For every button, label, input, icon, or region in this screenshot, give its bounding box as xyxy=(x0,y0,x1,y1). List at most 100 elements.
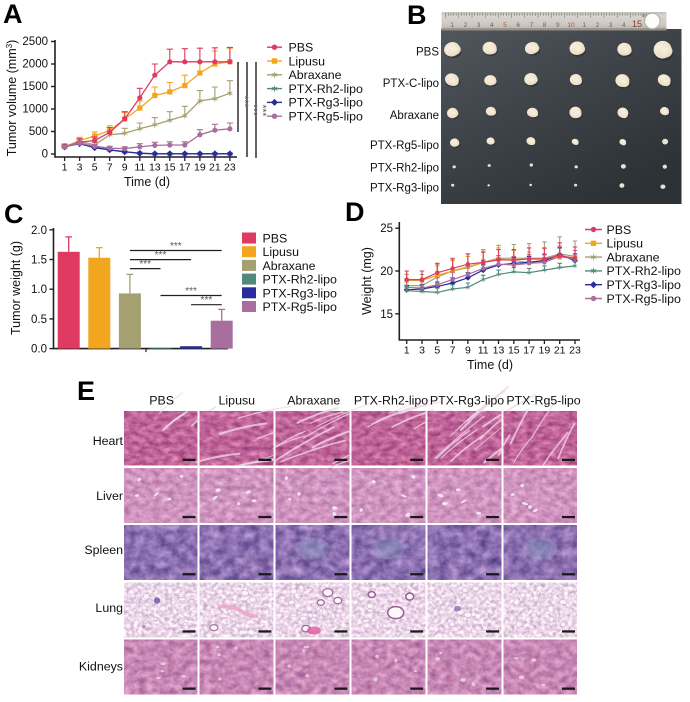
svg-text:Abraxane: Abraxane xyxy=(390,110,439,122)
svg-text:9: 9 xyxy=(465,345,471,357)
svg-text:***: *** xyxy=(239,96,250,108)
svg-text:1500: 1500 xyxy=(22,81,48,93)
svg-text:PBS: PBS xyxy=(263,232,288,246)
svg-text:15: 15 xyxy=(632,19,642,29)
svg-text:Time (d): Time (d) xyxy=(124,175,170,189)
svg-text:PTX-Rh2-lipo: PTX-Rh2-lipo xyxy=(370,163,439,175)
svg-text:PTX-Rg3-lipo: PTX-Rg3-lipo xyxy=(263,286,337,300)
svg-text:19: 19 xyxy=(539,345,551,357)
svg-text:Kidneys: Kidneys xyxy=(79,660,123,674)
svg-text:PBS: PBS xyxy=(149,394,174,408)
svg-text:23: 23 xyxy=(224,162,236,174)
svg-text:Abraxane: Abraxane xyxy=(287,394,340,408)
svg-text:0.0: 0.0 xyxy=(31,344,47,356)
svg-text:15: 15 xyxy=(164,162,176,174)
svg-text:Weight (mg): Weight (mg) xyxy=(360,247,374,315)
svg-text:8: 8 xyxy=(543,22,547,29)
svg-text:4: 4 xyxy=(622,22,626,29)
svg-text:3: 3 xyxy=(419,345,425,357)
svg-text:1.5: 1.5 xyxy=(31,255,47,267)
svg-text:13: 13 xyxy=(493,345,505,357)
svg-text:3: 3 xyxy=(609,22,613,29)
svg-text:6: 6 xyxy=(516,22,520,29)
svg-text:2.0: 2.0 xyxy=(31,225,47,237)
svg-text:23: 23 xyxy=(569,345,581,357)
svg-text:7: 7 xyxy=(530,22,534,29)
svg-text:20: 20 xyxy=(380,266,393,278)
svg-text:Tumor weight (g): Tumor weight (g) xyxy=(9,241,23,335)
svg-text:PBS: PBS xyxy=(416,46,439,58)
svg-text:PTX-Rg3-lipo: PTX-Rg3-lipo xyxy=(430,394,504,408)
svg-text:7: 7 xyxy=(107,162,113,174)
svg-text:15: 15 xyxy=(508,345,520,357)
svg-text:11: 11 xyxy=(134,162,145,174)
svg-text:PTX-Rg5-lipo: PTX-Rg5-lipo xyxy=(370,140,439,152)
svg-text:PTX-Rh2-lipo: PTX-Rh2-lipo xyxy=(263,273,337,287)
svg-text:2: 2 xyxy=(596,22,600,29)
svg-text:***: *** xyxy=(155,250,167,261)
svg-text:1: 1 xyxy=(62,162,68,174)
svg-text:Heart: Heart xyxy=(93,434,124,448)
svg-text:Abraxane: Abraxane xyxy=(607,250,660,264)
svg-text:1: 1 xyxy=(582,22,586,29)
svg-text:Time (d): Time (d) xyxy=(467,358,513,372)
svg-text:0: 0 xyxy=(42,149,48,161)
svg-text:PTX-Rg3-lipo: PTX-Rg3-lipo xyxy=(289,96,363,110)
svg-text:PBS: PBS xyxy=(607,223,632,237)
svg-text:Liver: Liver xyxy=(96,489,123,503)
svg-text:PTX-Rh2-lipo: PTX-Rh2-lipo xyxy=(289,82,363,96)
svg-text:PTX-Rg5-lipo: PTX-Rg5-lipo xyxy=(289,110,363,124)
svg-text:17: 17 xyxy=(179,162,191,174)
svg-text:1: 1 xyxy=(404,345,410,357)
svg-text:PTX-C-lipo: PTX-C-lipo xyxy=(383,78,439,90)
svg-text:PTX-Rg5-lipo: PTX-Rg5-lipo xyxy=(607,292,681,306)
svg-text:PTX-Rg3-lipo: PTX-Rg3-lipo xyxy=(370,183,439,195)
svg-text:PTX-Rg5-lipo: PTX-Rg5-lipo xyxy=(506,394,580,408)
svg-text:Lung: Lung xyxy=(95,601,123,615)
svg-text:13: 13 xyxy=(149,162,161,174)
svg-text:Lipusu: Lipusu xyxy=(219,394,256,408)
svg-text:PBS: PBS xyxy=(289,41,314,55)
svg-text:PTX-Rh2-lipo: PTX-Rh2-lipo xyxy=(354,394,428,408)
svg-text:Tumor volume (mm3): Tumor volume (mm3) xyxy=(5,40,20,157)
svg-text:11: 11 xyxy=(478,345,489,357)
svg-text:***: *** xyxy=(170,241,182,252)
svg-text:Spleen: Spleen xyxy=(84,543,123,557)
svg-text:500: 500 xyxy=(29,126,48,138)
svg-text:21: 21 xyxy=(554,345,566,357)
svg-text:0.5: 0.5 xyxy=(31,314,47,326)
svg-text:2000: 2000 xyxy=(22,59,48,71)
svg-text:***: *** xyxy=(248,104,259,116)
svg-text:PTX-Rh2-lipo: PTX-Rh2-lipo xyxy=(607,264,681,278)
svg-text:***: *** xyxy=(257,105,268,117)
svg-text:***: *** xyxy=(201,295,213,306)
svg-text:9: 9 xyxy=(556,22,560,29)
svg-text:Lipusu: Lipusu xyxy=(289,54,326,68)
svg-text:2: 2 xyxy=(464,22,468,29)
svg-text:7: 7 xyxy=(450,345,456,357)
svg-text:5: 5 xyxy=(92,162,98,174)
svg-text:4: 4 xyxy=(490,22,494,29)
svg-text:25: 25 xyxy=(380,223,393,235)
svg-text:Lipusu: Lipusu xyxy=(263,245,300,259)
svg-text:***: *** xyxy=(139,259,151,270)
svg-text:2500: 2500 xyxy=(22,36,48,48)
svg-text:1: 1 xyxy=(450,22,454,29)
svg-text:PTX-Rg5-lipo: PTX-Rg5-lipo xyxy=(263,300,337,314)
svg-text:Abraxane: Abraxane xyxy=(263,259,316,273)
svg-text:10: 10 xyxy=(567,22,575,29)
svg-text:PTX-Rg3-lipo: PTX-Rg3-lipo xyxy=(607,278,681,292)
svg-text:Lipusu: Lipusu xyxy=(607,237,644,251)
svg-text:1.0: 1.0 xyxy=(31,284,47,296)
svg-text:5: 5 xyxy=(434,345,440,357)
svg-text:21: 21 xyxy=(209,162,221,174)
svg-text:1000: 1000 xyxy=(22,104,48,116)
svg-text:Abraxane: Abraxane xyxy=(289,68,342,82)
svg-text:3: 3 xyxy=(77,162,83,174)
svg-text:3: 3 xyxy=(477,22,481,29)
svg-text:15: 15 xyxy=(380,309,393,321)
svg-text:9: 9 xyxy=(122,162,128,174)
svg-text:17: 17 xyxy=(523,345,535,357)
svg-text:19: 19 xyxy=(194,162,206,174)
svg-text:***: *** xyxy=(185,286,197,297)
